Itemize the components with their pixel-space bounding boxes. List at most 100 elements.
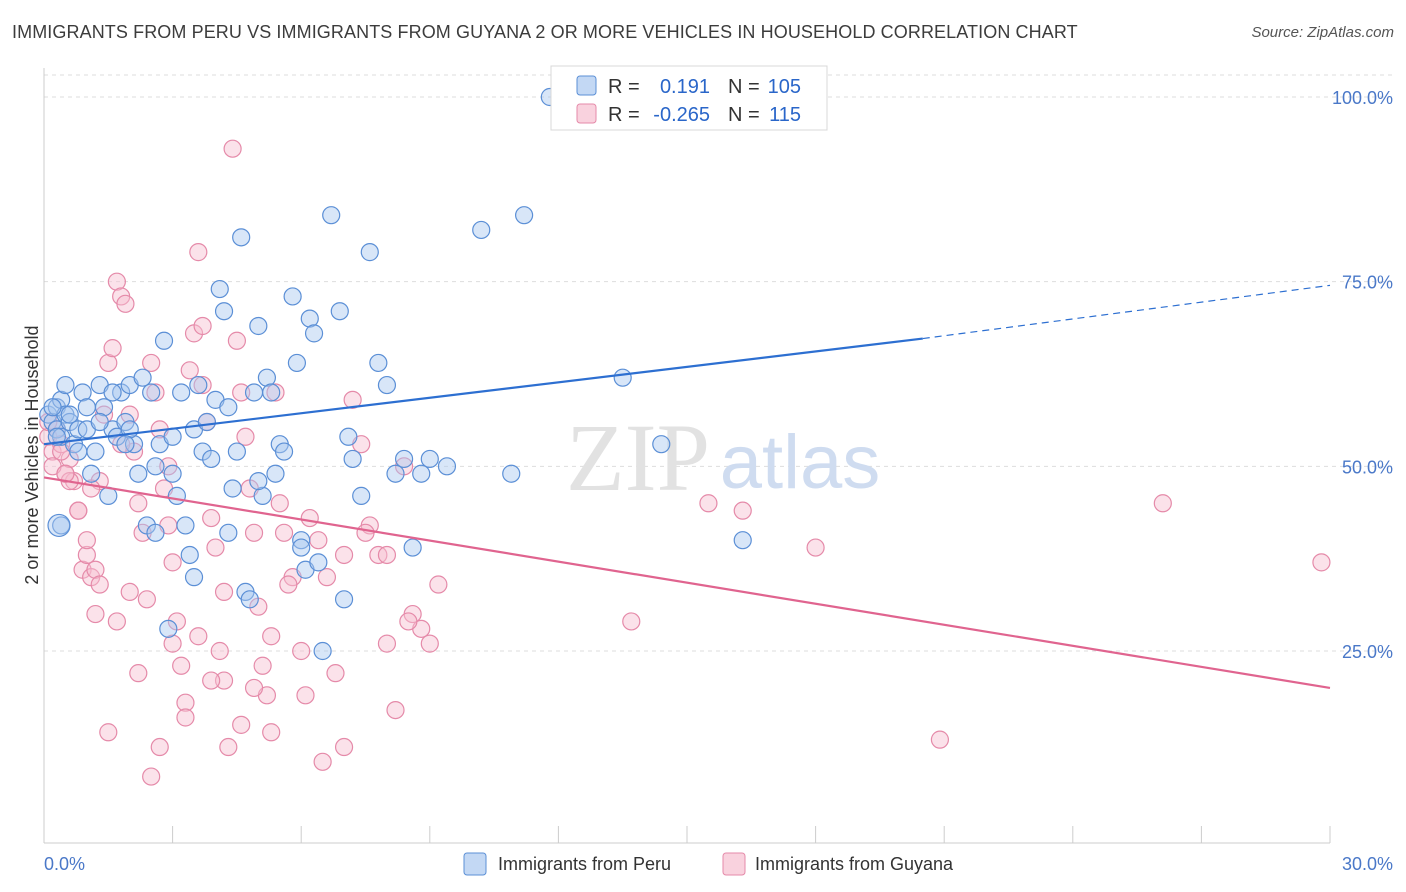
guyana-point (193, 316, 212, 336)
peru-point (339, 427, 358, 446)
peru-point (313, 641, 332, 661)
peru-point (146, 523, 165, 542)
peru-point (176, 516, 195, 535)
guyana-point (223, 139, 242, 158)
y-tick-labels: 25.0% 50.0% 75.0% 100.0% (1332, 88, 1393, 662)
peru-point (94, 398, 114, 417)
peru-point (322, 206, 341, 225)
peru-point (167, 486, 186, 505)
peru-point (386, 464, 405, 483)
axes (43, 68, 1331, 844)
guyana-point (699, 494, 718, 513)
x-tick-label: 0.0% (44, 854, 85, 874)
peru-point (283, 287, 302, 306)
peru-point (223, 479, 242, 498)
guyana-point (930, 730, 950, 749)
guyana-points (39, 139, 1331, 786)
bottom-legend: Immigrants from Peru Immigrants from Guy… (463, 852, 954, 876)
guyana-point (77, 545, 96, 565)
guyana-point (334, 545, 354, 565)
peru-point (202, 449, 221, 469)
guyana-point (232, 383, 251, 402)
peru-point (403, 538, 422, 557)
peru-point (652, 435, 671, 454)
guyana-point (99, 723, 118, 742)
peru-point (240, 590, 259, 609)
guyana-point (103, 339, 122, 358)
peru-point (154, 331, 174, 350)
guyana-point (236, 427, 255, 446)
chart-title: IMMIGRANTS FROM PERU VS IMMIGRANTS FROM … (12, 22, 1078, 42)
guyana-point (202, 671, 221, 690)
watermark-zip: ZIP (566, 404, 710, 511)
peru-point (249, 472, 268, 491)
guyana-point (266, 383, 285, 402)
guyana-point (806, 538, 825, 557)
bottom-legend-swatch-peru (463, 852, 487, 876)
peru-point (197, 412, 216, 432)
guyana-point (129, 664, 148, 683)
guyana-point (1312, 553, 1331, 572)
y-tick-label: 75.0% (1342, 273, 1393, 293)
peru-point (257, 368, 277, 387)
peru-point (189, 375, 208, 395)
guyana-point (313, 752, 332, 771)
x-tick-label: 30.0% (1342, 854, 1393, 874)
peru-point (103, 383, 122, 402)
peru-point (227, 442, 246, 461)
peru-point (56, 375, 75, 395)
peru-point (262, 383, 281, 402)
guyana-point (377, 545, 397, 565)
watermark-atlas: atlas (720, 420, 881, 505)
guyana-point (270, 494, 289, 513)
peru-point (613, 368, 632, 387)
guyana-point (274, 523, 294, 542)
peru-point (330, 302, 349, 321)
peru-point (733, 531, 752, 550)
guyana-point (86, 604, 105, 624)
guyana-point (420, 634, 439, 653)
guyana-point (386, 700, 405, 720)
guyana-point (334, 737, 354, 757)
peru-point (304, 324, 324, 343)
peru-point (515, 206, 534, 225)
legend-n-value: 105 (768, 76, 801, 98)
legend-n-label: N = (728, 104, 760, 126)
peru-point (219, 398, 238, 417)
y-tick-label: 100.0% (1332, 88, 1393, 108)
peru-point (249, 316, 268, 336)
peru-point (292, 538, 311, 557)
peru-point (133, 368, 152, 387)
guyana-point (142, 767, 161, 786)
peru-point (47, 513, 71, 538)
legend-r-label: R = (608, 104, 640, 126)
x-tick-labels: 0.0% 30.0% (44, 854, 1393, 874)
guyana-point (172, 656, 191, 675)
peru-point (377, 375, 397, 395)
guyana-point (90, 575, 109, 594)
peru-point (394, 449, 414, 469)
peru-point (77, 398, 96, 417)
peru-point (86, 442, 105, 461)
peru-point (142, 383, 161, 402)
peru-point (180, 545, 199, 565)
legend-swatch-peru (576, 75, 597, 96)
peru-point (69, 442, 88, 461)
peru-point (82, 464, 101, 483)
legend-n-label: N = (728, 76, 760, 98)
peru-point (472, 220, 491, 240)
peru-point (360, 243, 379, 262)
guyana-point (227, 331, 246, 350)
guyana-point (189, 243, 208, 262)
guyana-point (429, 575, 448, 594)
bottom-legend-label-peru: Immigrants from Peru (498, 854, 671, 874)
bottom-legend-label-guyana: Immigrants from Guyana (755, 854, 954, 874)
guyana-point (206, 538, 225, 557)
peru-point (244, 383, 264, 402)
guyana-point (142, 353, 161, 373)
source-label: Source: ZipAtlas.com (1251, 24, 1394, 41)
guyana-point (107, 612, 126, 631)
guyana-point (86, 560, 105, 579)
peru-point (159, 619, 178, 638)
guyana-point (176, 708, 195, 727)
